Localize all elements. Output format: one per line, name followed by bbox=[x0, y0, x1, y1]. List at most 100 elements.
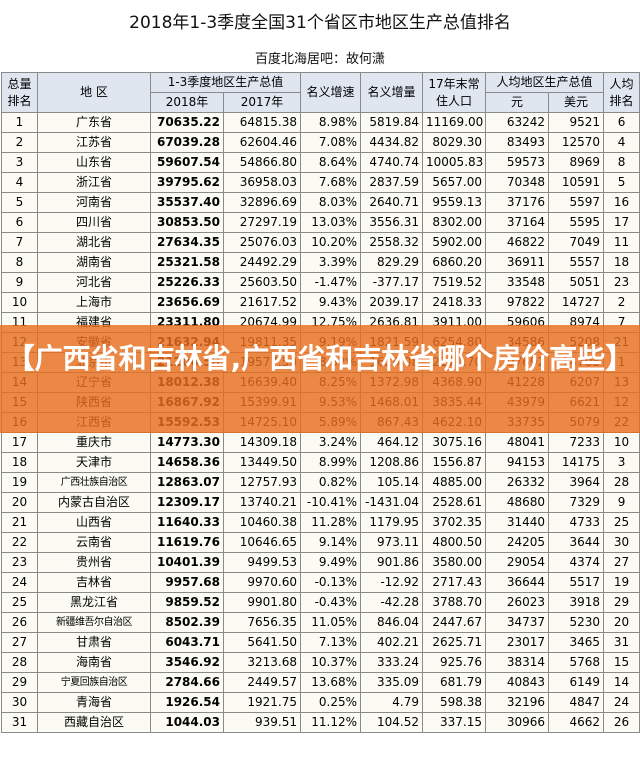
table-cell: 39795.62 bbox=[150, 172, 224, 193]
table-cell: 西藏自治区 bbox=[37, 712, 151, 733]
table-cell: 25076.03 bbox=[222, 232, 302, 253]
table-cell: 吉林省 bbox=[37, 572, 151, 593]
table-cell: 5768 bbox=[548, 652, 605, 673]
table-cell: 48680 bbox=[485, 492, 550, 513]
table-cell: 9.14% bbox=[300, 532, 362, 553]
table-cell: 青海省 bbox=[37, 692, 151, 713]
subtitle: 百度北海居吧：故何潇 bbox=[254, 52, 385, 67]
table-cell: 8502.39 bbox=[150, 612, 224, 633]
table-cell: 四川省 bbox=[37, 212, 151, 233]
table-cell: 1 bbox=[1, 112, 38, 133]
table-cell: 11.12% bbox=[300, 712, 362, 733]
table-cell: 4.79 bbox=[360, 692, 424, 713]
table-cell: 9559.13 bbox=[422, 192, 487, 213]
table-cell: -42.28 bbox=[360, 592, 424, 613]
table-cell: 上海市 bbox=[37, 292, 151, 313]
table-cell: 19 bbox=[603, 572, 640, 593]
table-cell: 4434.82 bbox=[360, 132, 424, 153]
header-cell: 2018年 bbox=[150, 92, 224, 113]
table-cell: 14 bbox=[603, 672, 640, 693]
table-row: 19 广西壮族自治区 12863.07 12757.93 0.82% 105.14 4885… bbox=[1, 472, 640, 493]
header-cell: 地 区 bbox=[37, 72, 151, 113]
table-cell: 26 bbox=[1, 612, 38, 633]
table-cell: 海南省 bbox=[37, 652, 151, 673]
table-cell: 11619.76 bbox=[150, 532, 224, 553]
table-cell: 7.08% bbox=[300, 132, 362, 153]
table-row: 24 吉林省 9957.68 9970.60 -0.13% -12.92 2717.43 36… bbox=[1, 572, 640, 593]
table-cell: 广东省 bbox=[37, 112, 151, 133]
table-cell: 9.49% bbox=[300, 552, 362, 573]
table-row: 27 甘肃省 6043.71 5641.50 7.13% 402.21 2625.71 230… bbox=[1, 632, 640, 653]
table-cell: 24205 bbox=[485, 532, 550, 553]
table-cell: 河北省 bbox=[37, 272, 151, 293]
table-cell: 3465 bbox=[548, 632, 605, 653]
table-cell: 4 bbox=[1, 172, 38, 193]
table-row: 28 海南省 3546.92 3213.68 10.37% 333.24 925.76 383… bbox=[1, 652, 640, 673]
table-cell: 甘肃省 bbox=[37, 632, 151, 653]
table-cell: 3644 bbox=[548, 532, 605, 553]
table-cell: 29 bbox=[1, 672, 38, 693]
table-cell: 22 bbox=[1, 532, 38, 553]
table-row: 3 山东省 59607.54 54866.80 8.64% 4740.74 10005.83… bbox=[1, 152, 640, 173]
table-cell: 3.24% bbox=[300, 432, 362, 453]
table-cell: 14658.36 bbox=[150, 452, 224, 473]
header-cell: 2017年 bbox=[222, 92, 302, 113]
table-cell: 5517 bbox=[548, 572, 605, 593]
table-cell: 0.82% bbox=[300, 472, 362, 493]
table-cell: 天津市 bbox=[37, 452, 151, 473]
table-cell: 16 bbox=[603, 192, 640, 213]
table-cell: 38314 bbox=[485, 652, 550, 673]
table-row: 17 重庆市 14773.30 14309.18 3.24% 464.12 3075.16 4… bbox=[1, 432, 640, 453]
table-cell: 5597 bbox=[548, 192, 605, 213]
table-cell: 14309.18 bbox=[222, 432, 302, 453]
table-cell: 6043.71 bbox=[150, 632, 224, 653]
table-cell: 2 bbox=[1, 132, 38, 153]
table-row: 10 上海市 23656.69 21617.52 9.43% 2039.17 2418.33… bbox=[1, 292, 640, 313]
table-cell: 3788.70 bbox=[422, 592, 487, 613]
table-cell: 20 bbox=[603, 612, 640, 633]
table-row: 29 宁夏回族自治区 2784.66 2449.57 13.68% 335.09 681.7… bbox=[1, 672, 640, 693]
table-cell: 25603.50 bbox=[222, 272, 302, 293]
table-cell: 0.25% bbox=[300, 692, 362, 713]
table-cell: 江苏省 bbox=[37, 132, 151, 153]
table-cell: 25 bbox=[1, 592, 38, 613]
table-row: 2 江苏省 67039.28 62604.46 7.08% 4434.82 8029.30 8… bbox=[1, 132, 640, 153]
table-cell: 62604.46 bbox=[222, 132, 302, 153]
table-cell: 30853.50 bbox=[150, 212, 224, 233]
table-row: 1 广东省 70635.22 64815.38 8.98% 5819.84 11169.00… bbox=[1, 112, 640, 133]
table-cell: 11.28% bbox=[300, 512, 362, 533]
table-row: 21 山西省 11640.33 10460.38 11.28% 1179.95 3702.3… bbox=[1, 512, 640, 533]
table-cell: 83493 bbox=[485, 132, 550, 153]
table-cell: 1556.87 bbox=[422, 452, 487, 473]
table-cell: 3918 bbox=[548, 592, 605, 613]
table-cell: 23017 bbox=[485, 632, 550, 653]
table-cell: 1926.54 bbox=[150, 692, 224, 713]
table-cell: 24 bbox=[1, 572, 38, 593]
table-cell: 云南省 bbox=[37, 532, 151, 553]
table-cell: 37176 bbox=[485, 192, 550, 213]
table-cell: 18 bbox=[603, 252, 640, 273]
table-cell: 5902.00 bbox=[422, 232, 487, 253]
table-cell: 重庆市 bbox=[37, 432, 151, 453]
table-cell: 598.38 bbox=[422, 692, 487, 713]
table-cell: 13449.50 bbox=[222, 452, 302, 473]
table-cell: 829.29 bbox=[360, 252, 424, 273]
table-cell: 939.51 bbox=[222, 712, 302, 733]
table-cell: 59573 bbox=[485, 152, 550, 173]
table-cell: 9499.53 bbox=[222, 552, 302, 573]
table-cell: 广西壮族自治区 bbox=[37, 472, 151, 493]
table-cell: 12757.93 bbox=[222, 472, 302, 493]
table-cell: 105.14 bbox=[360, 472, 424, 493]
table-cell: 4800.50 bbox=[422, 532, 487, 553]
table-row: 20 内蒙古自治区 12309.17 13740.21 -10.41% -1431.04 2… bbox=[1, 492, 640, 513]
table-cell: 3702.35 bbox=[422, 512, 487, 533]
table-cell: 9957.68 bbox=[150, 572, 224, 593]
table-cell: 70635.22 bbox=[150, 112, 224, 133]
table-cell: 7329 bbox=[548, 492, 605, 513]
table-cell: 2 bbox=[603, 292, 640, 313]
table-cell: 27 bbox=[603, 552, 640, 573]
table-row: 4 浙江省 39795.62 36958.03 7.68% 2837.59 5657.00 7… bbox=[1, 172, 640, 193]
table-cell: 9.43% bbox=[300, 292, 362, 313]
table-cell: 3.39% bbox=[300, 252, 362, 273]
table-cell: 8 bbox=[1, 252, 38, 273]
